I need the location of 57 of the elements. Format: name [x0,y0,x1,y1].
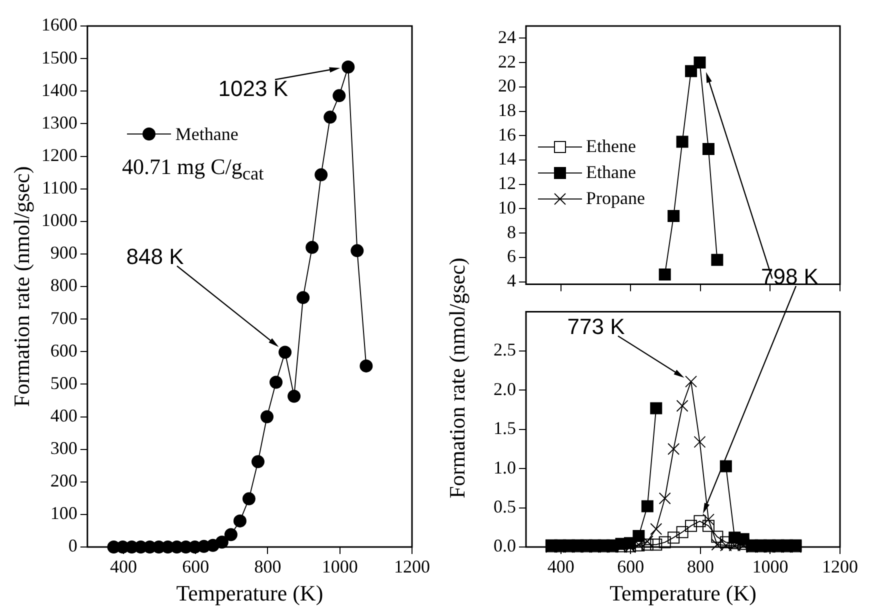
y-tick-label: 1.0 [494,457,516,478]
y-axis-title: Formation rate (nmol/gsec) [444,258,470,498]
legend-label: Ethane [586,162,636,184]
x-tick-label: 1200 [394,556,430,577]
x-axis-title: Temperature (K) [610,580,756,606]
y-tick-label: 700 [50,308,78,328]
y-tick-label: 0.5 [494,496,516,517]
y-tick-label: 4 [507,270,516,290]
y-tick-label: 2.5 [494,340,516,360]
y-tick-label: 12 [498,173,516,194]
legend-label: Ethene [586,136,636,158]
y-tick-label: 2.0 [494,378,516,399]
y-tick-label: 18 [498,100,516,120]
y-tick-label: 300 [50,438,78,458]
y-tick-label: 1.5 [494,418,516,438]
annotation: 848 K [125,243,185,272]
legend-label: Methane [175,124,238,144]
y-tick-label: 0 [68,536,78,556]
y-tick-label: 0.0 [494,536,516,556]
x-tick-label: 600 [182,556,210,577]
annotation: 798 K [760,263,820,292]
annotation: 1023 K [217,75,290,104]
x-tick-label: 800 [686,556,714,577]
y-tick-label: 10 [498,197,516,218]
y-tick-label: 1500 [41,47,78,68]
y-tick-label: 400 [50,405,78,426]
y-tick-label: 24 [498,26,516,47]
x-tick-label: 1000 [322,556,358,577]
x-tick-label: 1200 [822,556,858,577]
y-tick-label: 1100 [42,178,78,198]
y-tick-label: 1000 [41,210,78,230]
y-tick-label: 100 [50,503,78,524]
y-tick-label: 200 [50,470,78,491]
y-tick-label: 8 [507,222,516,242]
y-tick-label: 16 [498,124,516,144]
x-tick-label: 800 [254,556,282,577]
y-tick-label: 1600 [41,14,78,35]
x-tick-label: 600 [617,556,644,577]
y-tick-label: 20 [498,76,516,96]
x-tick-label: 400 [110,556,137,577]
y-tick-label: 22 [498,51,516,72]
x-axis-title: Temperature (K) [176,580,324,606]
y-axis-title: Formation rate (nmol/gsec) [8,166,34,407]
y-tick-label: 800 [50,275,78,296]
y-tick-label: 6 [507,246,516,266]
x-tick-label: 1000 [752,556,788,577]
y-tick-label: 1200 [41,144,78,165]
y-tick-label: 14 [498,148,516,169]
annotation: 773 K [566,312,626,341]
y-tick-label: 1400 [41,80,78,100]
y-tick-label: 600 [50,340,78,360]
legend-label: Propane [586,188,645,210]
y-tick-label: 900 [50,242,78,263]
y-tick-label: 1300 [41,112,78,132]
annotation: 40.71 mg C/g$_{cat}$ [122,152,265,185]
y-tick-label: 500 [50,372,78,393]
x-tick-label: 400 [547,556,574,577]
